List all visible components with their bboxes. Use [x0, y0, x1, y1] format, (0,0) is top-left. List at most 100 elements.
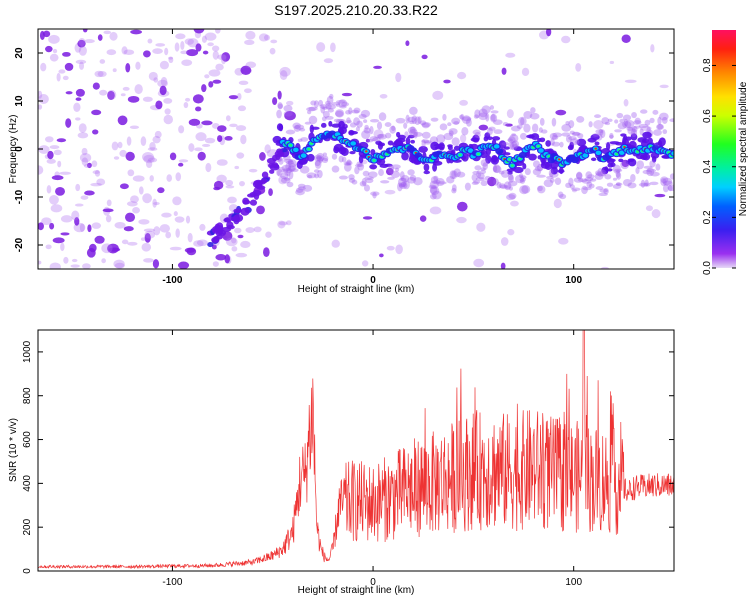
noise-blob [609, 60, 615, 65]
noise-blob [143, 228, 156, 233]
band-blob [318, 156, 323, 164]
band-blob [306, 153, 315, 162]
noise-blob [279, 66, 291, 77]
band-blob [475, 177, 485, 182]
band-blob [297, 183, 306, 189]
snr-frame [37, 329, 675, 572]
noise-blob [38, 104, 43, 110]
noise-blob [277, 220, 286, 229]
band-blob [293, 124, 301, 132]
band-blob [614, 129, 622, 133]
ridge-max [594, 147, 597, 150]
band-blob [461, 126, 469, 136]
band-blob [501, 169, 510, 178]
spectrogram-y-tick-label: -20 [14, 237, 25, 252]
noise-blob [75, 117, 81, 121]
band-blob [285, 160, 295, 165]
band-blob [619, 118, 626, 124]
noise-blob [79, 223, 85, 232]
band-blob [378, 168, 384, 177]
branch-blob [240, 207, 250, 216]
noise-blob [75, 59, 87, 65]
band-blob [387, 140, 394, 146]
noise-blob [201, 120, 213, 126]
band-blob [300, 137, 309, 142]
noise-blob [220, 54, 227, 65]
noise-blob [185, 215, 191, 224]
noise-blob [119, 149, 127, 157]
band-blob [370, 191, 380, 196]
band-blob [480, 169, 486, 175]
band-blob [584, 177, 594, 182]
band-blob [551, 117, 557, 127]
band-blob [320, 122, 327, 128]
noise-blob [456, 216, 467, 224]
noise-blob [106, 199, 112, 207]
noise-blob [105, 214, 112, 223]
noise-blob [185, 97, 191, 102]
noise-blob [125, 63, 131, 73]
band-blob [609, 134, 614, 139]
noise-blob [235, 125, 247, 132]
noise-blob [71, 258, 78, 263]
noise-blob [331, 239, 340, 248]
band-blob [411, 115, 418, 125]
noise-blob [62, 51, 71, 57]
band-blob [432, 163, 438, 172]
noise-blob [152, 259, 160, 269]
noise-blob [211, 45, 220, 52]
band-blob [414, 116, 421, 126]
noise-blob [62, 75, 69, 81]
band-blob [606, 182, 614, 187]
band-blob [429, 185, 438, 195]
noise-blob [186, 49, 199, 57]
band-blob [325, 100, 331, 106]
noise-blob [279, 70, 288, 81]
band-blob [615, 182, 623, 186]
band-blob [453, 145, 461, 151]
band-blob [423, 163, 430, 172]
noise-blob [75, 183, 81, 192]
band-blob [589, 178, 597, 182]
noise-blob [46, 185, 52, 194]
band-blob [575, 172, 583, 180]
band-blob [616, 112, 624, 119]
noise-blob [216, 159, 228, 166]
noise-blob [84, 39, 95, 44]
ridge-blob [570, 156, 579, 164]
band-blob [435, 178, 445, 186]
band-blob [554, 177, 562, 186]
noise-blob [341, 92, 353, 97]
snr-line [38, 330, 674, 570]
noise-blob [87, 224, 92, 233]
branch-blob [213, 236, 220, 241]
noise-blob [248, 168, 258, 173]
noise-blob [123, 226, 134, 232]
band-blob [620, 160, 630, 170]
noise-blob [44, 136, 54, 143]
band-blob [355, 126, 360, 132]
noise-blob [140, 136, 147, 147]
noise-blob [38, 165, 44, 175]
band-blob [627, 182, 637, 189]
band-blob [472, 170, 480, 175]
noise-blob [421, 54, 428, 60]
noise-blob [217, 135, 223, 142]
band-blob [315, 156, 323, 160]
band-blob [348, 177, 356, 183]
noise-blob [143, 154, 155, 164]
band-blob [461, 115, 471, 124]
band-blob [594, 114, 601, 119]
band-blob [288, 163, 297, 172]
noise-blob [163, 114, 174, 125]
noise-blob [60, 232, 70, 236]
band-blob [644, 119, 651, 126]
branch-blob [276, 148, 283, 154]
noise-blob [212, 79, 222, 84]
band-blob [391, 125, 396, 132]
noise-blob [240, 240, 251, 249]
noise-blob [143, 258, 154, 263]
band-blob [390, 164, 401, 170]
branch-blob [224, 217, 232, 223]
band-blob [513, 146, 523, 152]
